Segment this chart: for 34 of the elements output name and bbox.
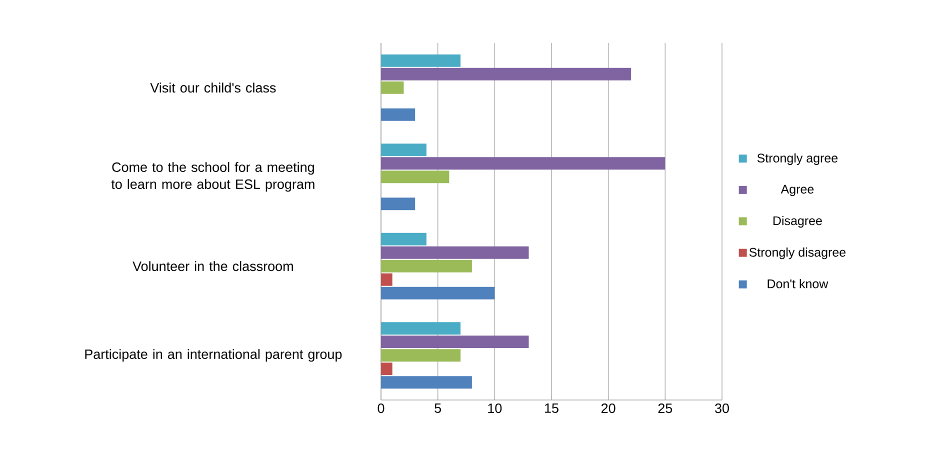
bar [381,376,472,389]
bar [381,170,450,184]
x-tick-label: 30 [715,404,729,414]
legend-label: Strongly agree [757,153,838,165]
bar [381,157,666,170]
text: Agree [780,184,814,196]
x-tick-label: 10 [488,404,502,414]
bar [381,198,416,210]
y-tick-label: Come to the school for a meeting to learn more about ESL program [111,162,314,192]
x-tick-label: 20 [601,404,616,414]
bar [381,54,461,67]
bar [381,349,461,362]
bar [381,322,461,335]
y-tick-label: Volunteer in the classroom [132,261,293,272]
x-tick-label: 25 [658,404,672,414]
bar [381,246,529,259]
bar [381,144,426,156]
bar [381,81,404,94]
y-tick-label: Participate in an international parent group [85,349,342,362]
bar [381,260,472,272]
x-tick-label: 0 [378,404,384,414]
bar [381,286,495,300]
x-tick-label: 5 [434,404,442,413]
bar [381,362,392,376]
bar [381,232,426,246]
legend-label: Don't know [768,279,828,288]
legend-label: Disagree [773,216,822,228]
bar [381,108,416,121]
bar [381,273,392,286]
bar [381,68,632,80]
x-tick-label: 15 [545,404,558,413]
legend-label: Strongly disagree [749,248,846,260]
y-tick-label: Visit our child's class [150,82,276,93]
bar [381,336,529,348]
